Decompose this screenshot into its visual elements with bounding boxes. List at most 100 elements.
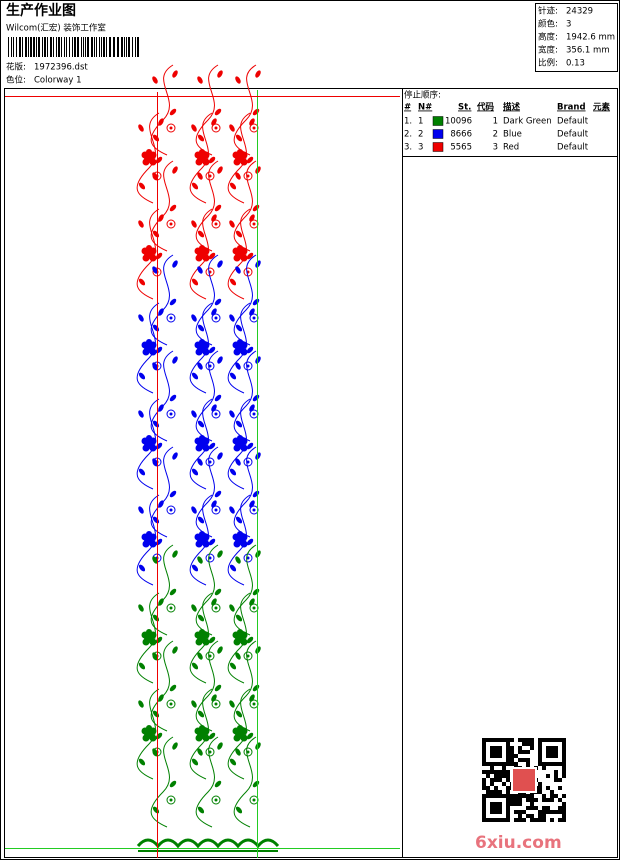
flower	[199, 435, 205, 441]
leaf	[249, 598, 255, 606]
qr-module	[506, 786, 510, 790]
qr-module	[522, 818, 526, 822]
flower	[149, 254, 157, 262]
bar-stripe	[53, 37, 54, 57]
bar-stripe	[99, 37, 100, 57]
qr-module	[506, 762, 510, 766]
vine	[233, 544, 257, 636]
design-label: 花版:	[6, 62, 26, 73]
qr-module	[546, 786, 550, 790]
leaf	[214, 108, 222, 116]
qr-module	[498, 754, 502, 758]
qr-module	[486, 774, 490, 778]
qr-module	[526, 798, 530, 802]
spiral	[211, 699, 221, 709]
leaf	[235, 362, 241, 370]
qr-module	[506, 770, 510, 774]
qr-module	[498, 794, 502, 798]
spiral	[243, 747, 253, 757]
stat-label: 高度:	[538, 32, 558, 43]
spiral	[166, 313, 176, 323]
bar-stripe	[66, 37, 67, 57]
qr-module	[506, 802, 510, 806]
stat-value: 3	[566, 20, 571, 30]
leaf	[208, 636, 216, 644]
spiral	[211, 123, 221, 133]
spiral-core	[252, 508, 256, 512]
spiral-core	[214, 412, 218, 416]
qr-module	[550, 794, 554, 798]
design-file: 1972396.dst	[34, 63, 88, 73]
vine	[136, 208, 160, 300]
column-header: #	[404, 103, 411, 113]
qr-module	[482, 814, 486, 818]
leaf	[211, 118, 217, 126]
flower	[195, 638, 203, 646]
leaf	[229, 758, 237, 766]
leaf	[211, 214, 217, 222]
flower	[142, 444, 150, 452]
spiral-core	[252, 316, 256, 320]
colorway-label: 色位:	[6, 75, 26, 86]
vine	[227, 494, 251, 586]
qr-module	[562, 770, 566, 774]
qr-module	[490, 790, 494, 794]
qr-module	[510, 754, 514, 758]
leaf	[197, 652, 203, 660]
stat-label: 宽度:	[538, 45, 558, 56]
qr-module	[490, 782, 494, 786]
qr-module	[526, 742, 530, 746]
leaf	[208, 442, 216, 450]
flower	[199, 245, 205, 251]
column-header: 元素	[593, 102, 611, 113]
leaf	[229, 662, 237, 670]
row-code: 2	[493, 130, 498, 140]
leaf	[235, 134, 243, 142]
spiral-core	[252, 412, 256, 416]
bar-stripe	[30, 37, 32, 57]
row-stitches: 8666	[450, 130, 472, 140]
qr-module	[546, 810, 550, 814]
bar-stripe	[44, 37, 46, 57]
bar-stripe	[28, 37, 29, 57]
flower	[146, 531, 152, 537]
stat-label: 比例:	[538, 58, 558, 69]
leaf	[158, 598, 164, 606]
color-swatch	[432, 142, 444, 152]
vine	[136, 302, 160, 394]
qr-module	[554, 738, 558, 742]
leaf	[158, 118, 164, 126]
flower	[142, 638, 150, 646]
leaf	[191, 372, 199, 380]
bar-stripe	[22, 37, 23, 57]
bar-stripe	[61, 37, 62, 57]
qr-module	[530, 802, 534, 806]
leaf	[152, 748, 158, 756]
flower	[146, 629, 152, 635]
leaf	[229, 564, 237, 572]
qr-module	[522, 810, 526, 814]
qr-module	[490, 794, 494, 798]
leaf	[208, 346, 216, 354]
qr-module	[538, 818, 542, 822]
leaf	[249, 500, 255, 508]
qr-module	[554, 810, 558, 814]
bar-stripe	[38, 37, 40, 57]
leaf	[158, 214, 164, 222]
leaf	[172, 742, 178, 750]
qr-module	[494, 738, 498, 742]
leaf	[152, 556, 158, 564]
flower	[146, 245, 152, 251]
leaf	[197, 134, 205, 142]
spiral	[211, 409, 221, 419]
qr-module	[546, 738, 550, 742]
leaf	[214, 684, 222, 692]
qr-module	[558, 762, 562, 766]
flower	[195, 734, 203, 742]
qr-module	[494, 774, 498, 778]
vine	[136, 494, 160, 586]
qr-module	[490, 770, 494, 774]
bar-stripe	[135, 37, 136, 57]
leaf	[217, 70, 223, 78]
row-description: Blue	[503, 130, 522, 140]
